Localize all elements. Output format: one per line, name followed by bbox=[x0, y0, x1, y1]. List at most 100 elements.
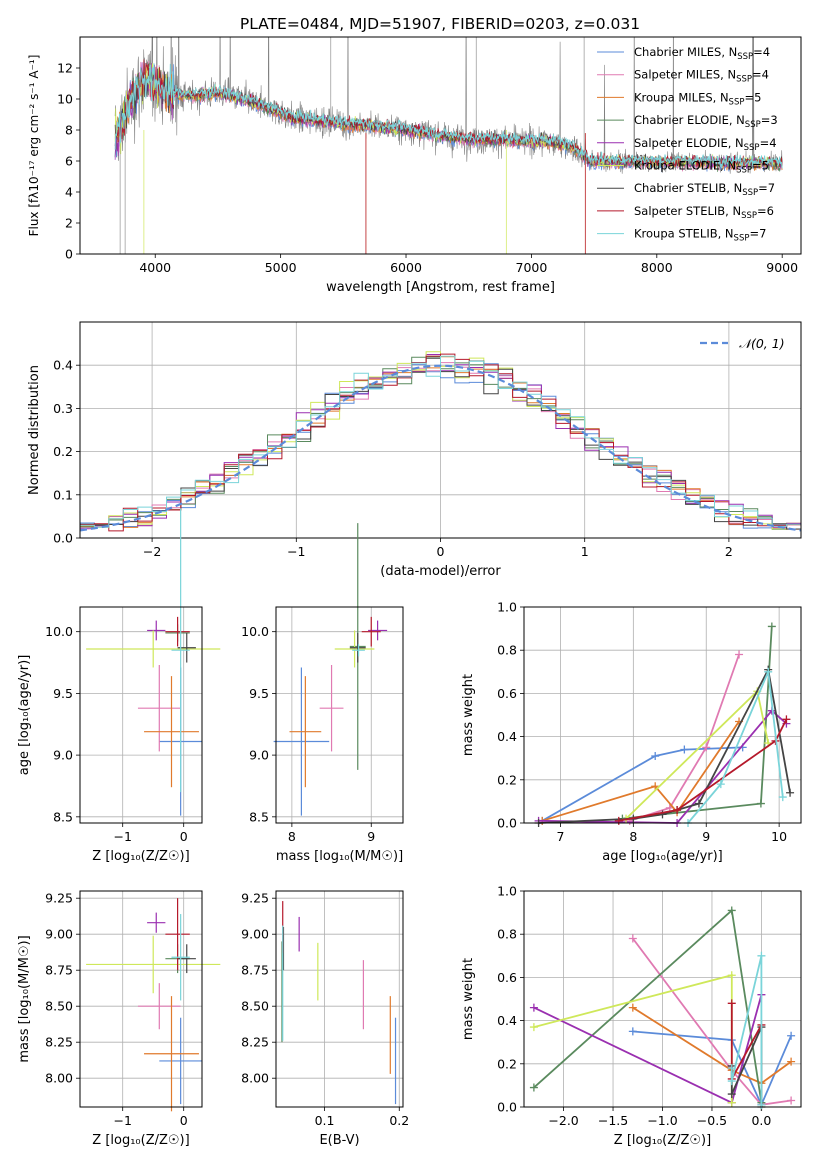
y-tick-label: 0.0 bbox=[497, 1100, 517, 1115]
series-marker bbox=[673, 806, 682, 815]
x-tick-label: 9 bbox=[702, 829, 710, 844]
series-line bbox=[541, 746, 743, 822]
series-marker bbox=[614, 816, 623, 825]
series-marker bbox=[628, 934, 637, 943]
y-axis-label: age [log₁₀(age/yr)] bbox=[17, 655, 32, 776]
series-marker bbox=[727, 999, 736, 1008]
x-tick-label: 10 bbox=[771, 829, 787, 844]
legend-label: Salpeter MILES, NSSP=4 bbox=[634, 68, 769, 85]
data-point-errorbar bbox=[361, 616, 381, 647]
series-line bbox=[632, 1030, 792, 1108]
x-tick-label: 0 bbox=[437, 544, 445, 559]
series-marker bbox=[757, 1100, 766, 1109]
legend-label: Chabrier ELODIE, NSSP=3 bbox=[634, 113, 778, 130]
spectrum-panel: 4000 5000 6000 7000 8000 9000 0 2 4 6 8 10 12 wavelen… bbox=[27, 36, 802, 295]
data-point-errorbar bbox=[319, 665, 344, 752]
mass-vs-reddening-panel: 0.1 0.2 8.00 8.25 8.50 8.75 9.00 9.25 E(B-V) bbox=[241, 890, 409, 1148]
x-tick-label: −1 bbox=[113, 829, 131, 844]
x-axis-label: E(B-V) bbox=[319, 1133, 359, 1148]
y-tick-label: 8.75 bbox=[241, 963, 269, 978]
series-line bbox=[541, 720, 740, 822]
y-tick-label: 0.2 bbox=[497, 772, 517, 787]
series-marker bbox=[787, 1096, 796, 1105]
y-tick-label: 8.5 bbox=[53, 809, 73, 824]
y-tick-label: 12 bbox=[57, 61, 73, 76]
y-tick-label: 0.2 bbox=[53, 444, 73, 459]
data-point-errorbar bbox=[352, 644, 365, 657]
x-tick-label: 0.0 bbox=[751, 1113, 771, 1128]
figure-title: PLATE=0484, MJD=51907, FIBERID=0203, z=0… bbox=[240, 15, 640, 33]
model-spectrum-line-kroupa-stelib bbox=[114, 63, 783, 169]
y-axis-label: Flux [fλ10⁻¹⁷ erg cm⁻² s⁻¹ A⁻¹] bbox=[27, 55, 41, 237]
data-point-errorbar bbox=[273, 667, 330, 816]
y-tick-label: 9.5 bbox=[53, 686, 73, 701]
residual-histogram-panel: −2 −1 0 1 2 0.0 0.1 0.2 0.3 0.4 (data-model)/error… bbox=[27, 321, 802, 579]
y-tick-label: 9.25 bbox=[241, 891, 269, 906]
mass-vs-metallicity-panel: −1 0 8.00 8.25 8.50 8.75 9.00 9.25 Z [log₁₀(Z/Z☉… bbox=[17, 890, 221, 1148]
y-tick-label: 1.0 bbox=[497, 884, 517, 899]
y-axis-label: Normed distribution bbox=[27, 365, 42, 495]
series-marker bbox=[628, 1003, 637, 1012]
y-tick-label: 8.5 bbox=[249, 809, 269, 824]
series-marker bbox=[651, 752, 660, 761]
x-axis-label: Z [log₁₀(Z/Z☉)] bbox=[92, 1133, 189, 1148]
plot-frame bbox=[275, 606, 404, 824]
series-marker bbox=[727, 906, 736, 915]
x-tick-label: 7 bbox=[556, 829, 564, 844]
series-marker bbox=[680, 745, 689, 754]
x-tick-label: 0.1 bbox=[315, 1113, 335, 1128]
y-tick-label: 0.4 bbox=[497, 1013, 517, 1028]
series-marker bbox=[694, 799, 703, 808]
data-point-errorbar bbox=[171, 914, 190, 1001]
data-point-errorbar bbox=[86, 630, 221, 668]
x-axis-label: wavelength [Angstrom, rest frame] bbox=[326, 280, 555, 295]
series-marker bbox=[735, 650, 744, 659]
legend-label: Kroupa STELIB, NSSP=7 bbox=[634, 227, 766, 244]
y-tick-label: 4 bbox=[65, 185, 73, 200]
series-line bbox=[538, 709, 787, 824]
data-point-errorbar bbox=[165, 616, 190, 647]
data-point-errorbar bbox=[144, 996, 199, 1112]
x-axis-label: Z [log₁₀(Z/Z☉)] bbox=[614, 1133, 711, 1148]
x-tick-label: −1.5 bbox=[598, 1113, 628, 1128]
y-tick-label: 6 bbox=[65, 154, 73, 169]
y-tick-label: 8 bbox=[65, 123, 73, 138]
x-tick-label: 0 bbox=[180, 829, 188, 844]
series-marker bbox=[727, 1098, 736, 1107]
x-tick-label: 9000 bbox=[766, 260, 798, 275]
x-tick-label: 8 bbox=[629, 829, 637, 844]
y-tick-label: 8.25 bbox=[45, 1035, 73, 1050]
y-tick-label: 0.2 bbox=[497, 1056, 517, 1071]
data-point-errorbar bbox=[144, 676, 199, 788]
x-tick-label: 7000 bbox=[516, 260, 548, 275]
y-axis-label: mass weight bbox=[461, 674, 476, 756]
y-tick-label: 0.4 bbox=[497, 729, 517, 744]
observed-spectrum-line bbox=[114, 37, 783, 254]
x-tick-label: −1 bbox=[287, 544, 305, 559]
x-tick-label: −1 bbox=[113, 1113, 131, 1128]
data-point-errorbar bbox=[165, 898, 190, 971]
y-tick-label: 0.0 bbox=[53, 531, 73, 546]
x-axis-label: mass [log₁₀(M/M☉)] bbox=[276, 849, 403, 864]
x-tick-label: 9 bbox=[367, 829, 375, 844]
x-tick-label: 8 bbox=[288, 829, 296, 844]
x-tick-label: −1.0 bbox=[647, 1113, 677, 1128]
y-tick-label: 8.25 bbox=[241, 1035, 269, 1050]
series-marker bbox=[787, 1031, 796, 1040]
series-line bbox=[632, 1006, 792, 1085]
y-tick-label: 9.5 bbox=[249, 686, 269, 701]
y-axis-label: mass weight bbox=[461, 958, 476, 1040]
weight-vs-age-panel: 7 8 9 10 0.0 0.2 0.4 0.6 0.8 1.0 age [log₁₀(age/yr… bbox=[461, 600, 802, 864]
data-point-errorbar bbox=[334, 630, 375, 668]
y-tick-label: 8.50 bbox=[45, 999, 73, 1014]
series-marker bbox=[628, 1027, 637, 1036]
series-line bbox=[632, 937, 792, 1106]
y-tick-label: 0.8 bbox=[497, 643, 517, 658]
series-marker bbox=[727, 1090, 736, 1099]
x-tick-label: −2.0 bbox=[548, 1113, 578, 1128]
series-line bbox=[730, 955, 763, 1105]
y-tick-label: 9.00 bbox=[241, 927, 269, 942]
data-point-errorbar bbox=[137, 665, 181, 752]
x-tick-label: 6000 bbox=[390, 260, 422, 275]
series-marker bbox=[787, 1057, 796, 1066]
